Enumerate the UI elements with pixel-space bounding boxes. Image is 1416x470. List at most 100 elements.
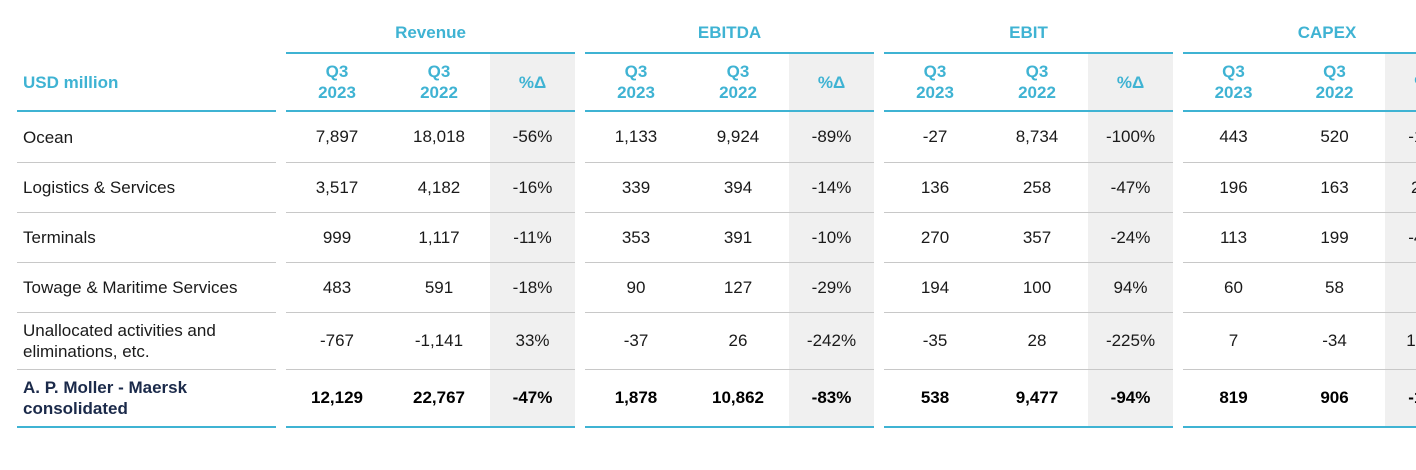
pct-change-cell: -47% <box>1088 163 1174 213</box>
segment-financials-table: Revenue EBITDA EBIT CAPEX USD million Q3… <box>17 14 1416 428</box>
row-label: Ocean <box>17 112 276 163</box>
pct-change-cell: 94% <box>1088 263 1174 313</box>
value-cell: 7 <box>1183 313 1285 370</box>
row-label: Logistics & Services <box>17 163 276 213</box>
col-header-q3-2023: Q3 2023 <box>286 54 388 112</box>
value-cell: -1,141 <box>388 313 490 370</box>
table-body: Ocean 7,897 18,018 -56% 1,133 9,924 -89% -27 8,7… <box>17 112 1416 428</box>
col-header-q3-2022: Q3 2022 <box>687 54 789 112</box>
value-cell: 90 <box>585 263 687 313</box>
group-header-ebit: EBIT <box>884 14 1174 54</box>
table-row: Ocean 7,897 18,018 -56% 1,133 9,924 -89% -27 8,7… <box>17 112 1416 163</box>
value-cell: 270 <box>884 213 986 263</box>
quarter-text: Q3 <box>923 62 947 81</box>
col-header-q3-2022: Q3 2022 <box>1284 54 1386 112</box>
value-cell: 819 <box>1183 370 1285 428</box>
year-text: 2023 <box>1214 83 1253 102</box>
value-cell: 391 <box>687 213 789 263</box>
quarter-text: Q3 <box>1222 62 1245 81</box>
value-cell: 127 <box>687 263 789 313</box>
unit-label: USD million <box>17 54 276 112</box>
group-header-row: Revenue EBITDA EBIT CAPEX <box>17 14 1416 54</box>
pct-change-cell: -43% <box>1385 213 1416 263</box>
group-header-ebitda: EBITDA <box>585 14 874 54</box>
value-cell: 9,477 <box>986 370 1088 428</box>
row-label: A. P. Moller - Maersk consolidated <box>17 370 276 428</box>
year-text: 2022 <box>420 83 458 102</box>
value-cell: 26 <box>687 313 789 370</box>
pct-change-cell: -47% <box>490 370 575 428</box>
year-text: 2022 <box>719 83 757 102</box>
pct-change-cell: 20% <box>1385 163 1416 213</box>
value-cell: 60 <box>1183 263 1285 313</box>
col-header-pct-change: %Δ <box>490 54 575 112</box>
pct-change-cell: 121% <box>1385 313 1416 370</box>
value-cell: 591 <box>388 263 490 313</box>
pct-change-cell: 3% <box>1385 263 1416 313</box>
value-cell: 1,133 <box>585 112 687 163</box>
empty-corner <box>17 14 276 54</box>
col-header-pct-change: %Δ <box>1088 54 1174 112</box>
value-cell: 1,878 <box>585 370 687 428</box>
pct-change-cell: -83% <box>789 370 874 428</box>
value-cell: 353 <box>585 213 687 263</box>
pct-change-cell: -11% <box>490 213 575 263</box>
quarter-text: Q3 <box>1025 62 1049 81</box>
row-label: Unallocated activities and eliminations,… <box>17 313 276 370</box>
group-header-revenue: Revenue <box>286 14 575 54</box>
pct-change-cell: -16% <box>490 163 575 213</box>
pct-change-cell: -29% <box>789 263 874 313</box>
value-cell: 12,129 <box>286 370 388 428</box>
value-cell: 28 <box>986 313 1088 370</box>
col-header-q3-2023: Q3 2023 <box>884 54 986 112</box>
pct-change-cell: -56% <box>490 112 575 163</box>
value-cell: 483 <box>286 263 388 313</box>
value-cell: 258 <box>986 163 1088 213</box>
value-cell: 113 <box>1183 213 1285 263</box>
pct-change-cell: -89% <box>789 112 874 163</box>
pct-change-cell: -10% <box>789 213 874 263</box>
value-cell: 199 <box>1284 213 1386 263</box>
col-header-q3-2023: Q3 2023 <box>1183 54 1285 112</box>
value-cell: -34 <box>1284 313 1386 370</box>
year-text: 2023 <box>318 83 356 102</box>
quarter-text: Q3 <box>624 62 648 81</box>
value-cell: 3,517 <box>286 163 388 213</box>
value-cell: 999 <box>286 213 388 263</box>
value-cell: 906 <box>1284 370 1386 428</box>
pct-change-cell: -100% <box>1088 112 1174 163</box>
financial-table-container: Revenue EBITDA EBIT CAPEX USD million Q3… <box>17 14 1416 428</box>
value-cell: 136 <box>884 163 986 213</box>
pct-change-cell: -94% <box>1088 370 1174 428</box>
pct-change-cell: -242% <box>789 313 874 370</box>
value-cell: 196 <box>1183 163 1285 213</box>
group-header-capex: CAPEX <box>1183 14 1416 54</box>
value-cell: 194 <box>884 263 986 313</box>
year-text: 2023 <box>916 83 954 102</box>
year-text: 2022 <box>1018 83 1056 102</box>
value-cell: 4,182 <box>388 163 490 213</box>
pct-change-cell: -18% <box>490 263 575 313</box>
row-label: Towage & Maritime Services <box>17 263 276 313</box>
value-cell: 9,924 <box>687 112 789 163</box>
year-text: 2022 <box>1315 83 1354 102</box>
pct-change-cell: -225% <box>1088 313 1174 370</box>
col-header-q3-2022: Q3 2022 <box>986 54 1088 112</box>
table-row: Towage & Maritime Services 483 591 -18% 90 12… <box>17 263 1416 313</box>
value-cell: 538 <box>884 370 986 428</box>
row-label: Terminals <box>17 213 276 263</box>
table-row: Terminals 999 1,117 -11% 353 391 -10% 270 357 -24… <box>17 213 1416 263</box>
value-cell: 1,117 <box>388 213 490 263</box>
value-cell: -35 <box>884 313 986 370</box>
quarter-text: Q3 <box>726 62 750 81</box>
year-text: 2023 <box>617 83 655 102</box>
pct-change-cell: -14% <box>789 163 874 213</box>
quarter-text: Q3 <box>1323 62 1346 81</box>
table-row-total: A. P. Moller - Maersk consolidated 12,129… <box>17 370 1416 428</box>
table-row: Logistics & Services 3,517 4,182 -16% 339 394… <box>17 163 1416 213</box>
value-cell: 8,734 <box>986 112 1088 163</box>
value-cell: -27 <box>884 112 986 163</box>
value-cell: 100 <box>986 263 1088 313</box>
col-header-pct-change: %Δ <box>789 54 874 112</box>
value-cell: -37 <box>585 313 687 370</box>
